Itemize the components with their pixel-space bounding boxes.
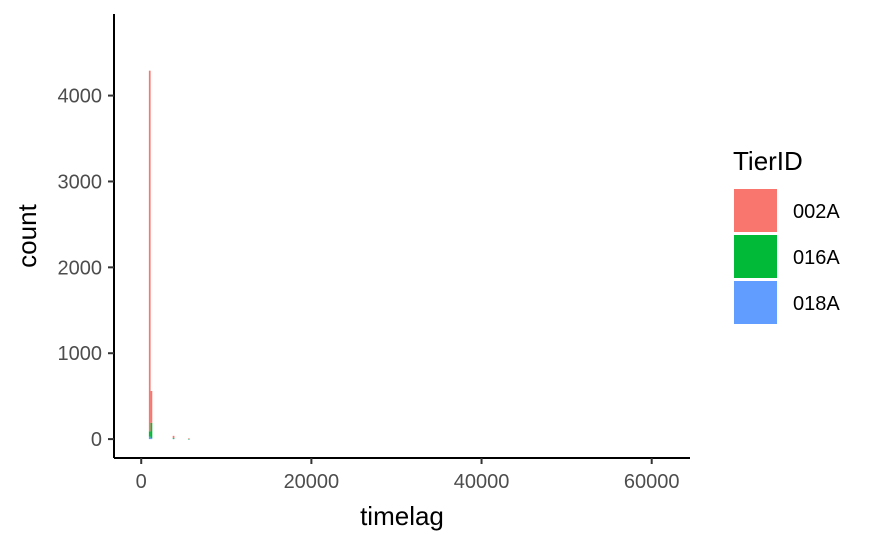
bar-016A <box>150 422 153 439</box>
legend-key-016A <box>734 235 777 278</box>
legend-items: 002A 016A 018A <box>734 189 840 324</box>
x-axis-ticks: 0 20000 40000 60000 <box>136 458 680 493</box>
legend-key-002A <box>734 189 777 232</box>
x-tick-label: 20000 <box>284 471 340 493</box>
bar-002A <box>148 70 151 432</box>
legend-label-002A: 002A <box>793 201 840 223</box>
x-axis-title: timelag <box>360 501 444 531</box>
bar-002A <box>150 391 153 423</box>
bar-016A <box>148 431 151 437</box>
bar-018A <box>150 438 153 440</box>
y-tick-label: 4000 <box>58 86 103 108</box>
legend-key-018A <box>734 281 777 324</box>
bar-002A <box>188 438 190 439</box>
bar-002A <box>172 435 175 438</box>
bar-016A <box>188 438 190 440</box>
x-tick-label: 0 <box>136 471 147 493</box>
y-axis-title: count <box>12 203 42 267</box>
legend-label-016A: 016A <box>793 247 840 269</box>
legend-title: TierID <box>733 146 803 176</box>
x-tick-label: 40000 <box>454 471 510 493</box>
legend-label-018A: 018A <box>793 293 840 315</box>
y-tick-label: 0 <box>91 429 102 451</box>
histogram-bars <box>148 70 190 440</box>
x-tick-label: 60000 <box>624 471 680 493</box>
legend: TierID 002A 016A 018A <box>733 146 840 324</box>
y-tick-label: 2000 <box>58 257 103 279</box>
bar-016A <box>172 437 175 439</box>
y-tick-label: 3000 <box>58 171 103 193</box>
y-tick-label: 1000 <box>58 343 103 365</box>
bar-018A <box>148 436 151 440</box>
y-axis-ticks: 0 1000 2000 3000 4000 <box>58 86 114 451</box>
bar-018A <box>172 438 175 440</box>
